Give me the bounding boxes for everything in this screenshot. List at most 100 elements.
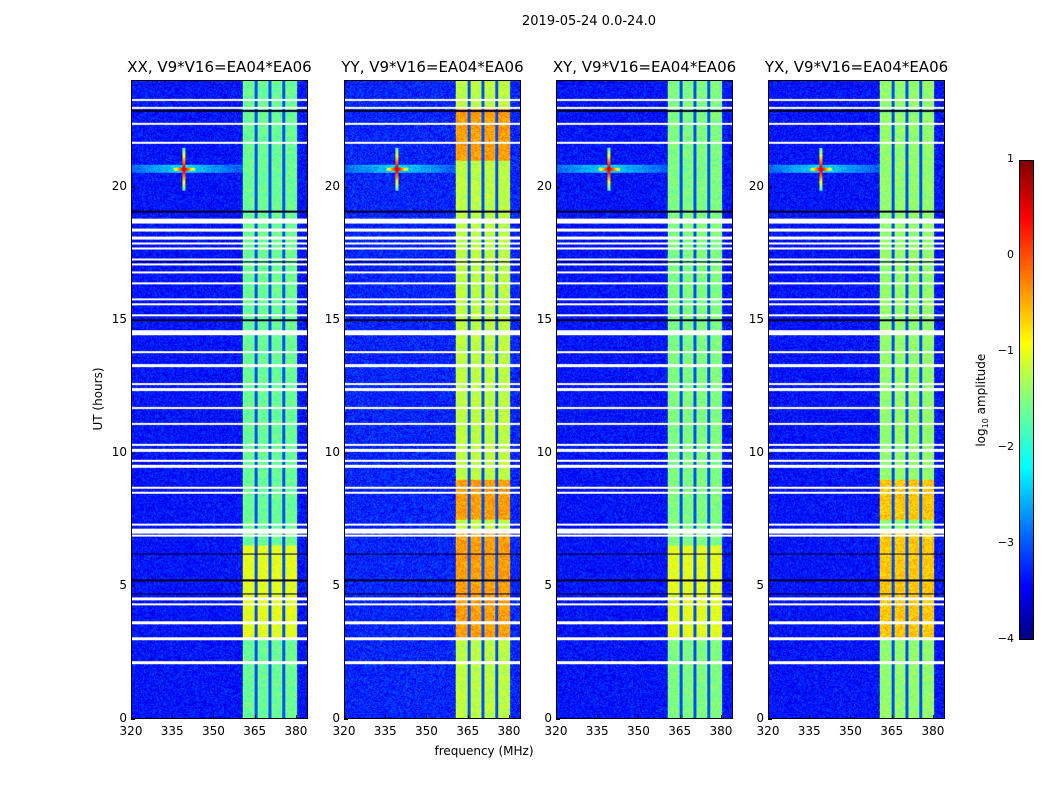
y-tick-mark	[344, 452, 348, 454]
y-tick-label: 0	[332, 711, 340, 725]
colorbar-label-suffix: amplitude	[973, 353, 988, 419]
y-tick-label: 10	[111, 444, 127, 459]
x-tick-mark	[295, 715, 297, 719]
x-tick-mark	[850, 715, 852, 719]
y-tick-label: 15	[111, 311, 127, 326]
y-tick-mark	[768, 319, 772, 321]
x-tick-mark	[213, 715, 215, 719]
x-tick-mark	[720, 715, 722, 719]
x-tick-mark	[679, 715, 681, 719]
x-tick-label: 350	[839, 724, 862, 738]
y-tick-mark	[556, 319, 560, 321]
panel-title: YX, V9*V16=EA04*EA06	[764, 58, 949, 76]
colorbar-tick-label: −2	[997, 440, 1014, 453]
x-tick-mark	[932, 715, 934, 719]
y-tick-label: 15	[324, 311, 340, 326]
y-tick-label: 0	[119, 711, 127, 725]
y-tick-mark	[131, 186, 135, 188]
x-tick-mark	[508, 715, 510, 719]
x-tick-label: 335	[585, 724, 609, 738]
y-axis-label: UT (hours)	[91, 367, 105, 431]
x-tick-mark	[638, 715, 640, 719]
x-tick-label: 350	[202, 724, 225, 738]
spectrogram-panel-3	[768, 80, 945, 719]
x-tick-label: 335	[160, 724, 184, 738]
x-tick-mark	[891, 715, 893, 719]
x-tick-label: 335	[373, 724, 397, 738]
x-tick-label: 335	[797, 724, 821, 738]
spectrogram-panel-2	[556, 80, 733, 719]
x-tick-label: 320	[119, 724, 143, 738]
x-tick-label: 320	[332, 724, 356, 738]
y-tick-mark	[344, 186, 348, 188]
y-tick-mark	[768, 719, 772, 720]
spectrogram-heatmap	[769, 81, 944, 718]
colorbar-tick-label: −1	[997, 344, 1014, 357]
y-tick-label: 10	[324, 444, 340, 459]
y-tick-mark	[344, 319, 348, 321]
x-tick-mark	[172, 715, 174, 719]
spectrogram-heatmap	[132, 81, 307, 718]
spectrogram-panel-0	[131, 80, 308, 719]
y-tick-mark	[344, 719, 348, 720]
y-tick-mark	[131, 719, 135, 720]
x-tick-label: 380	[921, 724, 945, 738]
y-tick-mark	[768, 452, 772, 454]
x-tick-label: 380	[284, 724, 308, 738]
y-tick-label: 0	[756, 711, 764, 725]
y-tick-label: 20	[748, 178, 764, 193]
y-tick-label: 5	[119, 577, 127, 592]
y-tick-mark	[131, 585, 135, 587]
x-tick-label: 365	[243, 724, 267, 738]
x-tick-label: 350	[627, 724, 650, 738]
x-tick-mark	[254, 715, 256, 719]
x-tick-mark	[385, 715, 387, 719]
x-tick-mark	[768, 715, 769, 719]
colorbar	[1019, 160, 1034, 640]
y-tick-label: 5	[544, 577, 552, 592]
y-tick-mark	[768, 585, 772, 587]
colorbar-tick-label: 0	[1007, 248, 1014, 261]
spectrogram-heatmap	[557, 81, 732, 718]
y-tick-label: 20	[536, 178, 552, 193]
y-tick-mark	[556, 719, 560, 720]
y-tick-mark	[768, 186, 772, 188]
y-tick-label: 10	[748, 444, 764, 459]
colorbar-tick-label: −4	[997, 632, 1014, 645]
x-tick-mark	[556, 715, 557, 719]
y-tick-label: 5	[332, 577, 340, 592]
x-tick-label: 365	[668, 724, 692, 738]
y-tick-label: 15	[748, 311, 764, 326]
panel-title: XX, V9*V16=EA04*EA06	[127, 58, 312, 76]
x-tick-mark	[426, 715, 428, 719]
colorbar-tick-label: −3	[997, 536, 1014, 549]
spectrogram-heatmap	[345, 81, 520, 718]
colorbar-tick-label: 1	[1007, 152, 1014, 165]
panel-title: YY, V9*V16=EA04*EA06	[341, 58, 524, 76]
y-tick-mark	[556, 452, 560, 454]
y-tick-label: 20	[324, 178, 340, 193]
colorbar-label-sub: 10	[981, 418, 991, 429]
y-tick-label: 5	[756, 577, 764, 592]
y-tick-mark	[344, 585, 348, 587]
y-tick-label: 0	[544, 711, 552, 725]
x-tick-label: 320	[756, 724, 780, 738]
figure-title: 2019-05-24 0.0-24.0	[522, 14, 656, 29]
y-tick-label: 10	[536, 444, 552, 459]
x-tick-label: 350	[415, 724, 438, 738]
x-tick-label: 380	[709, 724, 733, 738]
x-tick-label: 365	[456, 724, 480, 738]
y-tick-label: 15	[536, 311, 552, 326]
x-tick-mark	[467, 715, 469, 719]
spectrogram-panel-1	[344, 80, 521, 719]
y-tick-label: 20	[111, 178, 127, 193]
x-axis-label: frequency (MHz)	[434, 744, 534, 758]
panel-title: XY, V9*V16=EA04*EA06	[552, 58, 737, 76]
x-tick-mark	[809, 715, 811, 719]
x-tick-label: 380	[497, 724, 521, 738]
x-tick-mark	[597, 715, 599, 719]
y-tick-mark	[556, 585, 560, 587]
y-tick-mark	[131, 452, 135, 454]
x-tick-label: 320	[544, 724, 568, 738]
